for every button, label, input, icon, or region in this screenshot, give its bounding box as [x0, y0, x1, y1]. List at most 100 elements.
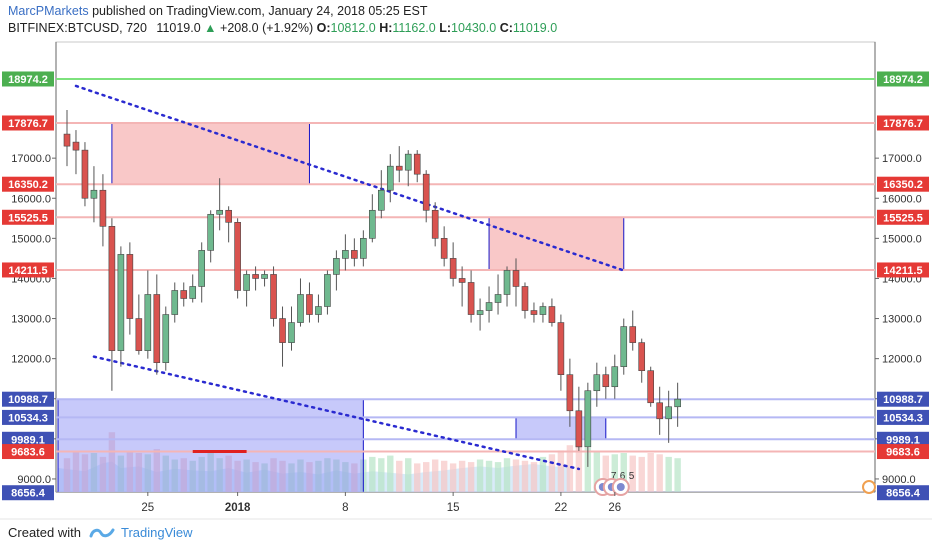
price-level-badge — [2, 115, 54, 131]
price-level-label: 17876.7 — [883, 118, 923, 130]
candle-body — [369, 209, 376, 239]
y-tick-label: 16000.0 — [11, 193, 51, 205]
candle-body — [395, 165, 403, 171]
candle — [638, 338, 646, 383]
candle — [279, 306, 286, 367]
open-value: 10812.0 — [330, 21, 376, 35]
volume-bar — [431, 459, 439, 492]
tradingview-link[interactable]: TradingView — [120, 525, 193, 540]
price-level-badge — [877, 209, 929, 225]
price-level-label: 15525.5 — [8, 212, 48, 224]
candle-body — [306, 294, 313, 315]
candle-body — [413, 153, 421, 175]
volume-bar — [602, 455, 609, 492]
candle-body — [566, 374, 574, 412]
candle-body — [297, 294, 304, 323]
candle-body — [557, 322, 565, 375]
candle-body — [117, 254, 125, 351]
y-tick-label: 17000.0 — [11, 153, 51, 165]
volume-bar — [378, 458, 385, 492]
author-link[interactable]: MarcPMarkets — [8, 4, 89, 18]
candle — [602, 366, 610, 399]
candle-body — [593, 374, 601, 392]
candle — [234, 218, 241, 299]
volume-bar — [530, 462, 538, 492]
y-tick-label: 12000.0 — [882, 354, 922, 366]
volume-bar — [234, 460, 241, 492]
candle — [72, 130, 80, 175]
candle-body — [521, 286, 529, 311]
publish-line: MarcPMarkets published on TradingView.co… — [8, 3, 427, 19]
candle-body — [458, 278, 466, 283]
candle-body — [342, 250, 349, 259]
candle-body — [90, 189, 98, 199]
candle-body — [629, 326, 637, 343]
price-level-label: 9683.6 — [886, 447, 920, 459]
volume-bar — [405, 458, 412, 492]
volume-bar — [171, 459, 178, 492]
candle — [458, 266, 466, 307]
y-tick-label: 13000.0 — [882, 314, 922, 326]
volume-bar — [63, 458, 71, 492]
volume-bar — [216, 458, 223, 492]
volume-bar — [629, 455, 636, 492]
candle — [207, 210, 214, 263]
volume-bar — [270, 458, 277, 492]
volume-bar — [674, 458, 681, 492]
candle — [324, 270, 331, 315]
symbol-label: BITFINEX:BTCUSD, 720 — [8, 21, 147, 35]
low-value: 10430.0 — [451, 21, 497, 35]
candle — [557, 314, 565, 391]
price-level-label: 16350.2 — [8, 179, 48, 191]
candle — [189, 274, 197, 303]
volume-bar — [198, 456, 205, 492]
candle — [413, 150, 421, 183]
candle — [503, 266, 511, 307]
candle — [656, 386, 663, 435]
candle — [180, 282, 188, 307]
candle — [485, 286, 493, 323]
volume-bar — [423, 462, 430, 492]
candle-body — [108, 226, 116, 351]
volume-bar — [575, 440, 583, 492]
x-tick-label: 2018 — [225, 502, 251, 514]
event-badge-count: 7 — [611, 471, 617, 482]
price-level-label: 8656.4 — [886, 488, 921, 500]
candle — [593, 362, 601, 407]
price-level-badge — [2, 485, 54, 501]
candle — [494, 274, 502, 315]
volume-bar — [207, 451, 214, 492]
price-level-label: 18974.2 — [883, 74, 923, 86]
symbol-line: BITFINEX:BTCUSD, 720 11019.0 ▲ +208.0 (+… — [8, 20, 557, 36]
price-level-label: 10534.3 — [8, 412, 48, 424]
price-level-label: 15525.5 — [883, 212, 923, 224]
candle-body — [171, 290, 179, 315]
volume-bar — [117, 455, 125, 492]
candle — [665, 390, 672, 443]
last-price: 11019.0 — [156, 21, 201, 35]
candle — [342, 234, 349, 271]
price-change: +208.0 (+1.92%) — [220, 21, 314, 35]
x-tick-label: 26 — [608, 502, 621, 514]
volume-bar — [494, 462, 502, 492]
candle-body — [153, 294, 161, 363]
y-tick-label: 17000.0 — [882, 153, 922, 165]
candle — [620, 318, 628, 375]
volume-bar — [485, 460, 493, 492]
volume-bar — [189, 460, 196, 492]
candle-body — [225, 209, 232, 223]
candle — [440, 226, 448, 267]
volume-bar — [566, 445, 574, 492]
candle — [629, 310, 637, 351]
volume-bar — [288, 463, 295, 492]
volume-bar — [180, 458, 187, 492]
candle — [351, 238, 358, 267]
candle-body — [638, 342, 646, 371]
volume-bar — [665, 456, 672, 492]
candle-body — [377, 189, 385, 211]
candle — [144, 270, 152, 359]
created-with-text: Created with — [8, 525, 81, 540]
candle — [539, 302, 547, 323]
volume-bar — [162, 455, 169, 492]
